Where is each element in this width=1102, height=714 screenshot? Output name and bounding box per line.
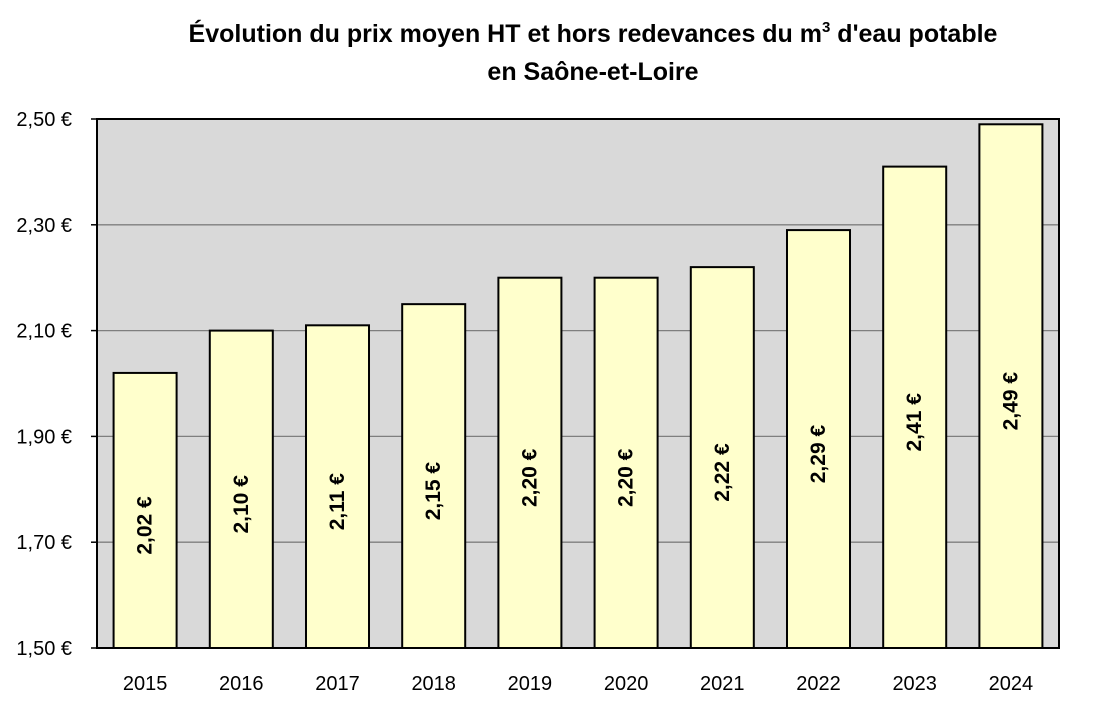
y-axis: 1,50 € 1,70 € 1,90 € 2,10 € 2,30 € 2,50 € [16, 109, 97, 660]
chart-title-line-2: en Saône-et-Loire [487, 58, 698, 86]
bar-2023 [882, 165, 948, 650]
y-tick-label: 2,30 € [16, 215, 72, 237]
x-tick-label: 2016 [219, 673, 264, 695]
x-axis: 2015 2016 2017 2018 2019 2020 2021 2022 2023 2024 [123, 673, 1033, 695]
plot-border [96, 118, 1060, 649]
x-tick-label: 2018 [411, 673, 456, 695]
bar-2022 [785, 229, 852, 649]
x-tick-label: 2017 [315, 673, 360, 695]
chart-title-part-1: Évolution du prix moyen HT et hors redev… [189, 19, 822, 48]
bar-2019 [497, 276, 563, 649]
data-label-2016: 2,10 € [230, 475, 253, 534]
bar-2016 [208, 329, 274, 649]
x-tick-label: 2019 [508, 673, 553, 695]
x-tick-label: 2015 [123, 673, 168, 695]
bar-2024 [978, 123, 1044, 650]
chart-title-line-1: Évolution du prix moyen HT et hors redev… [189, 19, 998, 48]
bar-2018 [401, 303, 467, 649]
chart-title-part-2: d'eau potable [830, 20, 997, 48]
x-tick-label: 2020 [604, 673, 649, 695]
bar-2017 [304, 324, 371, 649]
y-tick-label: 2,10 € [16, 321, 72, 343]
chart-title-superscript: 3 [822, 19, 830, 36]
x-tick-label: 2024 [989, 673, 1034, 695]
y-tick-label: 1,90 € [16, 426, 72, 448]
x-tick-label: 2023 [892, 673, 937, 695]
y-tick-label: 2,50 € [16, 109, 72, 131]
data-label-2021: 2,22 € [711, 443, 734, 502]
data-label-2018: 2,15 € [422, 462, 445, 521]
data-label-2024: 2,49 € [999, 372, 1022, 431]
data-label-2017: 2,11 € [326, 473, 349, 531]
bar-2021 [689, 266, 755, 649]
x-tick-label: 2021 [700, 673, 745, 695]
x-tick-label: 2022 [796, 673, 841, 695]
data-label-2015: 2,02 € [134, 496, 157, 555]
bars: 2,02 € 2,10 € 2,11 € 2,15 € 2,20 € 2,20 € 2,22… [112, 123, 1044, 650]
data-label-2019: 2,20 € [518, 448, 541, 507]
data-label-2020: 2,20 € [615, 448, 638, 507]
y-tick-label: 1,70 € [16, 532, 72, 554]
y-tick-label: 1,50 € [16, 638, 72, 660]
data-label-2023: 2,41 € [903, 393, 926, 452]
data-label-2022: 2,29 € [807, 425, 830, 484]
bar-2020 [593, 276, 659, 649]
